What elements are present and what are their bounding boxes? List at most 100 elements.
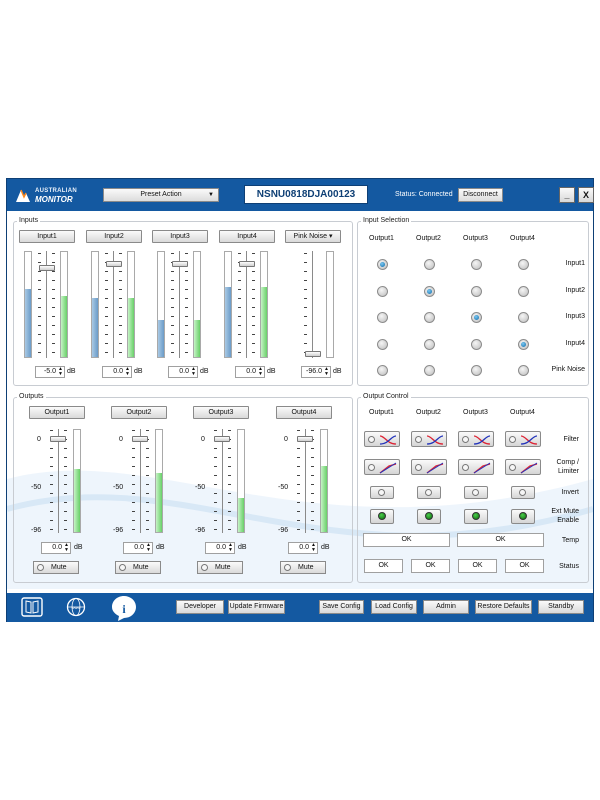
routing-radio[interactable]	[518, 365, 529, 376]
pink-noise-fader[interactable]	[305, 351, 321, 357]
output-3-gain-spinner[interactable]: 0.0 ▲ ▼	[205, 542, 235, 554]
pink-noise-dropdown[interactable]: Pink Noise ▾	[285, 230, 341, 243]
output-3-fader[interactable]	[214, 436, 230, 442]
ext-mute-enable-button[interactable]	[464, 509, 488, 524]
disconnect-button[interactable]: Disconnect	[458, 188, 503, 202]
filter-button[interactable]	[458, 431, 494, 447]
inputs-panel	[13, 221, 353, 386]
ext-mute-enable-button[interactable]	[370, 509, 394, 524]
input-3-fader[interactable]	[172, 261, 188, 267]
invert-button[interactable]	[464, 486, 488, 499]
admin-button[interactable]: Admin	[423, 600, 469, 614]
output-4-gain-spinner[interactable]: 0.0 ▲ ▼	[288, 542, 318, 554]
scale-tick	[132, 493, 135, 494]
routing-radio[interactable]	[377, 259, 388, 270]
scale-tick	[171, 343, 174, 344]
fader-scale	[297, 430, 301, 532]
scale-tick	[146, 520, 149, 521]
routing-radio[interactable]	[424, 286, 435, 297]
routing-radio[interactable]	[424, 312, 435, 323]
scale-label-top: 0	[284, 436, 288, 443]
input-4-fader[interactable]	[239, 261, 255, 267]
info-icon[interactable]: i	[110, 594, 138, 622]
routing-radio[interactable]	[471, 365, 482, 376]
input-4-gain-spinner[interactable]: 0.0 ▲ ▼	[235, 366, 265, 378]
scale-tick	[64, 502, 67, 503]
scale-tick	[119, 289, 122, 290]
filter-button[interactable]	[364, 431, 400, 447]
scale-tick	[238, 253, 241, 254]
input-1-fader[interactable]	[39, 265, 55, 271]
output-2-button[interactable]: Output2	[111, 406, 167, 419]
input-2-fader[interactable]	[106, 261, 122, 267]
selection-row-label: Input3	[565, 313, 585, 320]
routing-radio[interactable]	[424, 365, 435, 376]
routing-radio[interactable]	[471, 339, 482, 350]
filter-button[interactable]	[411, 431, 447, 447]
routing-radio[interactable]	[377, 365, 388, 376]
standby-button[interactable]: Standby	[538, 600, 584, 614]
scale-tick	[119, 298, 122, 299]
output-1-fader[interactable]	[50, 436, 66, 442]
scale-tick	[214, 466, 217, 467]
preset-action-dropdown[interactable]: Preset Action ▼	[103, 188, 219, 202]
logo-icon	[16, 189, 30, 202]
input-1-gain-spinner[interactable]: -5.0 ▲ ▼	[35, 366, 65, 378]
scale-tick	[214, 448, 217, 449]
output-2-mute-button[interactable]: Mute	[115, 561, 161, 574]
output-4-fader[interactable]	[297, 436, 313, 442]
output-2-fader[interactable]	[132, 436, 148, 442]
output-1-button[interactable]: Output1	[29, 406, 85, 419]
routing-radio[interactable]	[424, 339, 435, 350]
output-1-mute-button[interactable]: Mute	[33, 561, 79, 574]
scale-tick	[50, 484, 53, 485]
output-4-button[interactable]: Output4	[276, 406, 332, 419]
input-3-button[interactable]: Input3	[152, 230, 208, 243]
comp-limiter-button[interactable]	[364, 459, 400, 475]
input-2-gain-spinner[interactable]: 0.0 ▲ ▼	[102, 366, 132, 378]
filter-button[interactable]	[505, 431, 541, 447]
output-4-mute-button[interactable]: Mute	[280, 561, 326, 574]
invert-button[interactable]	[417, 486, 441, 499]
output-3-mute-button[interactable]: Mute	[197, 561, 243, 574]
comp-limiter-button[interactable]	[458, 459, 494, 475]
routing-radio[interactable]	[377, 312, 388, 323]
invert-button[interactable]	[511, 486, 535, 499]
pink-noise-level-spinner[interactable]: -96.0 ▲ ▼	[301, 366, 331, 378]
scale-tick	[252, 343, 255, 344]
ext-mute-enable-button[interactable]	[417, 509, 441, 524]
routing-radio[interactable]	[518, 286, 529, 297]
ext-mute-enable-button[interactable]	[511, 509, 535, 524]
minimize-button[interactable]: _	[559, 187, 575, 203]
input-1-button[interactable]: Input1	[19, 230, 75, 243]
input-3-gain-spinner[interactable]: 0.0 ▲ ▼	[168, 366, 198, 378]
comp-limiter-button[interactable]	[505, 459, 541, 475]
routing-radio[interactable]	[424, 259, 435, 270]
compressor-curve-icon	[426, 462, 444, 474]
routing-radio[interactable]	[377, 339, 388, 350]
save-config-button[interactable]: Save Config	[319, 600, 364, 614]
output-1-gain-spinner[interactable]: 0.0 ▲ ▼	[41, 542, 71, 554]
output-2-gain-spinner[interactable]: 0.0 ▲ ▼	[123, 542, 153, 554]
web-globe-icon[interactable]: www	[65, 597, 87, 617]
routing-radio[interactable]	[518, 312, 529, 323]
comp-limiter-button[interactable]	[411, 459, 447, 475]
input-2-button[interactable]: Input2	[86, 230, 142, 243]
invert-button[interactable]	[370, 486, 394, 499]
routing-radio[interactable]	[471, 312, 482, 323]
update-firmware-button[interactable]: Update Firmware	[228, 600, 285, 614]
developer-button[interactable]: Developer	[176, 600, 224, 614]
manual-book-icon[interactable]	[21, 597, 43, 617]
close-button[interactable]: X	[578, 187, 594, 203]
routing-radio[interactable]	[518, 339, 529, 350]
input-4-button[interactable]: Input4	[219, 230, 275, 243]
scale-tick	[119, 253, 122, 254]
routing-radio[interactable]	[471, 259, 482, 270]
fader-track	[179, 251, 180, 358]
output-3-button[interactable]: Output3	[193, 406, 249, 419]
restore-defaults-button[interactable]: Restore Defaults	[475, 600, 532, 614]
load-config-button[interactable]: Load Config	[371, 600, 417, 614]
routing-radio[interactable]	[518, 259, 529, 270]
routing-radio[interactable]	[377, 286, 388, 297]
routing-radio[interactable]	[471, 286, 482, 297]
